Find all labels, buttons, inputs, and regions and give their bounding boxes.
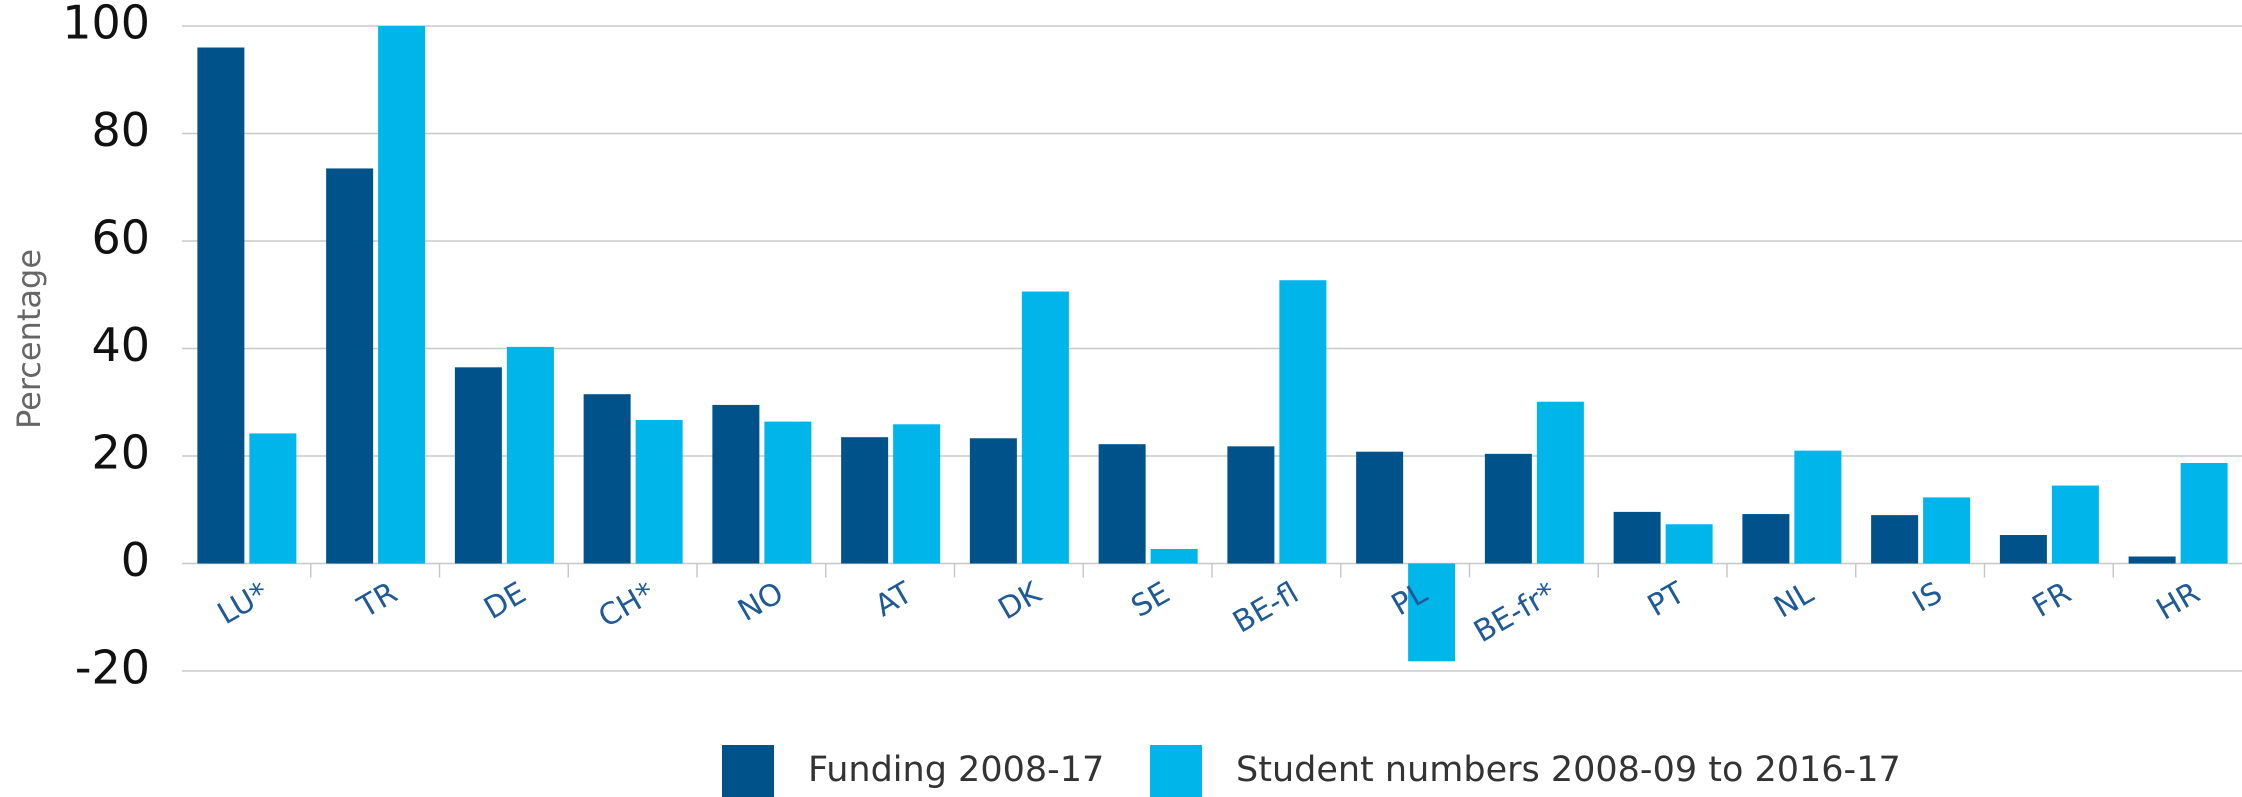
x-tick-label: LU* [212, 575, 275, 631]
bar [1923, 497, 1971, 564]
bar [1536, 401, 1584, 564]
bar [1794, 450, 1842, 564]
y-tick-label: 20 [91, 426, 150, 480]
x-tick-label: PT [1642, 575, 1692, 624]
bar [1613, 511, 1661, 564]
bar [2180, 462, 2228, 564]
bar [2051, 485, 2099, 564]
y-tick-label: 80 [91, 103, 150, 157]
bar [1871, 515, 1919, 564]
x-tick-label: FR [2027, 575, 2078, 624]
bar [764, 421, 812, 564]
y-tick-label: 100 [62, 0, 150, 50]
y-tick-label: 60 [91, 211, 150, 265]
bar [1227, 446, 1275, 564]
y-tick-label: 40 [91, 318, 150, 372]
legend-label: Student numbers 2008-09 to 2016-17 [1236, 750, 1901, 790]
x-tick-label: BE-fr* [1468, 575, 1562, 649]
x-tick-label: AT [869, 575, 919, 624]
x-tick-label: HR [2151, 575, 2206, 627]
bar [1150, 548, 1198, 564]
bar [378, 26, 426, 564]
y-tick-label: -20 [75, 641, 150, 695]
bar [2128, 556, 2176, 564]
bar [583, 394, 631, 564]
bar [969, 438, 1017, 564]
bar [1999, 535, 2047, 564]
bar [1408, 563, 1456, 662]
bar [1021, 291, 1069, 564]
bar [1742, 514, 1790, 564]
y-axis-label: Percentage [10, 249, 48, 429]
bar [197, 47, 245, 564]
x-tick-label: IS [1907, 575, 1949, 619]
bar [1356, 451, 1404, 564]
x-tick-label: NL [1768, 575, 1820, 625]
x-tick-label: DK [993, 575, 1049, 627]
legend-label: Funding 2008-17 [808, 750, 1104, 790]
x-tick-label: TR [351, 575, 403, 625]
bar [893, 424, 941, 564]
bar [249, 433, 297, 564]
y-tick-label: 0 [121, 533, 150, 587]
bar [712, 404, 760, 564]
bar [454, 367, 502, 564]
bar [1279, 280, 1327, 564]
x-tick-label: DE [478, 575, 532, 626]
bar [841, 437, 889, 564]
bar [635, 419, 683, 564]
bar [506, 346, 554, 564]
x-tick-label: BE-fl [1227, 575, 1304, 640]
bar [1665, 524, 1713, 564]
bar [326, 168, 374, 564]
legend-swatch [722, 745, 774, 797]
bar [1098, 444, 1146, 564]
x-tick-label: NO [732, 575, 789, 628]
x-tick-label: SE [1125, 575, 1175, 624]
x-tick-label: CH* [593, 575, 661, 635]
legend-swatch [1150, 745, 1202, 797]
bar [1484, 453, 1532, 564]
